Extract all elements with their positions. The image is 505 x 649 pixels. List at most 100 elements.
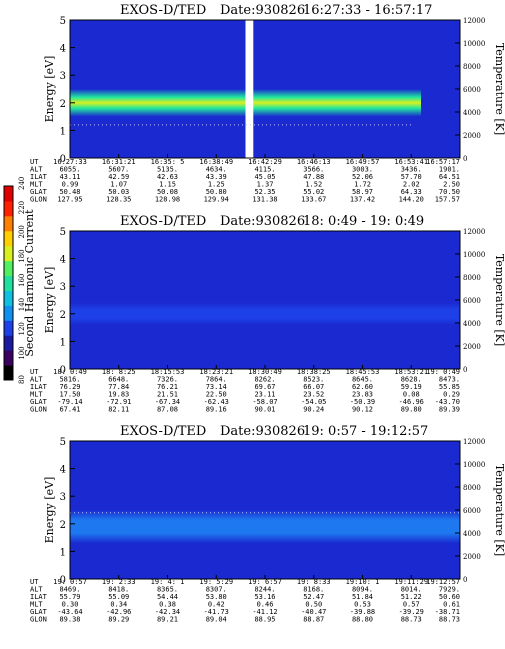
ephemeris-value: 133.67 [301, 196, 326, 204]
ephemeris-value: 5607. [108, 166, 129, 174]
ephemeris-value: 69.67 [254, 383, 275, 391]
ephemeris-row-label: UT [30, 158, 39, 166]
ephemeris-value: 90.12 [352, 406, 373, 414]
y2-tick-label: 10000 [463, 251, 485, 259]
y-tick-label: 3 [60, 71, 66, 82]
ephemeris-value: 8365. [157, 586, 178, 594]
ephemeris-row-label: MLT [30, 391, 43, 399]
ephemeris-row-label: UT [30, 368, 39, 376]
ephemeris-row-label: GLON [30, 406, 47, 414]
ephemeris-value: 82.11 [108, 406, 129, 414]
y-tick-label: 5 [60, 227, 66, 238]
ephemeris-value: -42.96 [106, 608, 131, 616]
ephemeris-value: 0.61 [443, 601, 460, 609]
ephemeris-value: 50.03 [108, 188, 129, 196]
colorbar-segment [4, 335, 13, 351]
y-tick-label: 3 [60, 492, 66, 503]
ephemeris-value: 8523. [303, 376, 324, 384]
ephemeris-value: 131.38 [252, 196, 277, 204]
ephemeris-value: 0.50 [305, 601, 322, 609]
ephemeris-value: 8469. [59, 586, 80, 594]
ephemeris-value: 1.37 [257, 181, 274, 189]
ephemeris-value: 89.21 [157, 616, 178, 624]
ephemeris-value: 16:53:41 [394, 158, 428, 166]
ephemeris-value: 18: 8:25 [102, 368, 136, 376]
ephemeris-value: 89.80 [401, 406, 422, 414]
ephemeris-value: 8168. [303, 586, 324, 594]
y2-axis-label: Temperature [K] [493, 464, 505, 556]
ephemeris-value: 16:31:21 [102, 158, 136, 166]
ephemeris-value: 144.20 [399, 196, 424, 204]
y-tick-label: 1 [60, 337, 66, 348]
ephemeris-value: 7326. [157, 376, 178, 384]
ephemeris-value: -50.39 [350, 398, 375, 406]
y2-tick-label: 4000 [463, 109, 481, 117]
ephemeris-value: 2.50 [443, 181, 460, 189]
y2-axis-label: Temperature [K] [493, 254, 505, 346]
ephemeris-value: 88.80 [352, 616, 373, 624]
panel-time-range: 18: 0:49 - 19: 0:49 [303, 214, 424, 229]
ephemeris-value: 90.01 [254, 406, 275, 414]
ephemeris-value: 62.60 [352, 383, 373, 391]
y2-axis-label: Temperature [K] [493, 43, 505, 135]
colorbar-segment [4, 186, 13, 202]
colorbar-segment [4, 350, 13, 366]
ephemeris-value: 55.85 [439, 383, 460, 391]
y-tick-label: 2 [60, 99, 66, 110]
ephemeris-value: 42.63 [157, 173, 178, 181]
ephemeris-row-label: ILAT [30, 383, 48, 391]
ephemeris-value: 7864. [206, 376, 227, 384]
y-tick-label: 5 [60, 437, 66, 448]
ephemeris-row-label: UT [30, 578, 39, 586]
ephemeris-value: -41.73 [204, 608, 229, 616]
ephemeris-value: 52.06 [352, 173, 373, 181]
colorbar-segment [4, 200, 13, 217]
ephemeris-value: 19.83 [108, 391, 129, 399]
panel-title: EXOS-D/TED [120, 424, 206, 439]
ephemeris-value: -58.07 [252, 398, 277, 406]
ephemeris-value: 22.50 [206, 391, 227, 399]
ephemeris-row-label: GLAT [30, 188, 48, 196]
ephemeris-value: 43.11 [59, 173, 80, 181]
ephemeris-value: 0.42 [208, 601, 225, 609]
ephemeris-value: 19: 8:33 [297, 578, 331, 586]
colorbar-tick-label: 200 [18, 225, 26, 238]
ephemeris-value: 52.47 [303, 593, 324, 601]
ephemeris-value: 66.07 [303, 383, 324, 391]
ephemeris-value: 137.42 [350, 196, 375, 204]
ephemeris-value: 5816. [59, 376, 80, 384]
ephemeris-value: 8418. [108, 586, 129, 594]
colorbar-tick-label: 80 [18, 375, 26, 384]
y-tick-label: 4 [60, 255, 66, 266]
y2-tick-label: 12000 [463, 17, 485, 25]
ephemeris-value: -46.96 [399, 398, 424, 406]
colorbar-segment [4, 320, 13, 336]
ephemeris-value: 50.80 [206, 188, 227, 196]
colorbar-segment [4, 365, 13, 381]
ephemeris-value: 0.46 [257, 601, 274, 609]
ephemeris-value: 90.24 [303, 406, 324, 414]
ephemeris-value: 1.52 [305, 181, 322, 189]
ephemeris-value: 88.73 [439, 616, 460, 624]
colorbar-frame [3, 185, 14, 381]
panel-time-range: 19: 0:57 - 19:12:57 [303, 424, 428, 439]
y2-tick-label: 8000 [463, 63, 481, 71]
ephemeris-value: 16:49:57 [346, 158, 380, 166]
ephemeris-value: 88.87 [303, 616, 324, 624]
panel-time-range: 16:27:33 - 16:57:17 [303, 3, 432, 18]
y-tick-label: 1 [60, 126, 66, 137]
ephemeris-value: -62.43 [204, 398, 229, 406]
ephemeris-value: 18:38:25 [297, 368, 331, 376]
ephemeris-value: 19:11:29 [394, 578, 428, 586]
ephemeris-value: 0.08 [403, 391, 420, 399]
ephemeris-value: 8262. [254, 376, 275, 384]
y2-tick-label: 2000 [463, 343, 481, 351]
ephemeris-value: 3436. [401, 166, 422, 174]
y-axis-label: Energy [eV] [43, 56, 56, 123]
ephemeris-value: 1.07 [110, 181, 127, 189]
ephemeris-value: 54.44 [157, 593, 178, 601]
ephemeris-value: 18:23:21 [199, 368, 233, 376]
ephemeris-value: 19: 6:57 [248, 578, 282, 586]
y2-tick-label: 12000 [463, 438, 485, 446]
data-gap [245, 20, 254, 158]
